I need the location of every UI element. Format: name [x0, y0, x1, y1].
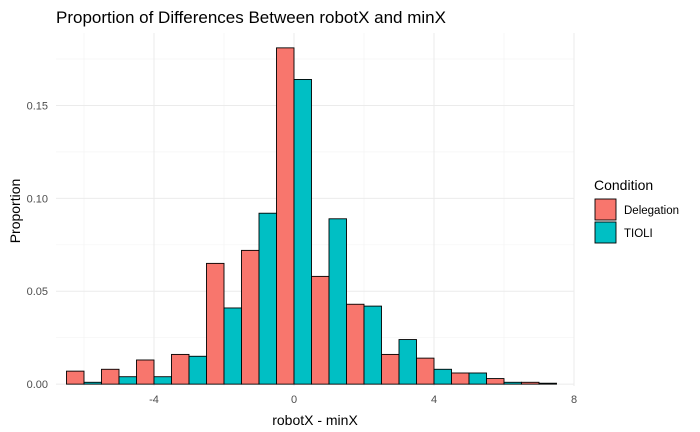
y-tick-label: 0.00 [27, 379, 48, 391]
bar-tioli-6 [503, 381, 522, 385]
bar-delegation-6 [486, 378, 505, 385]
bar-tioli-4 [433, 368, 452, 385]
bar-tioli-2 [363, 305, 382, 385]
x-tick-label: 4 [431, 394, 437, 406]
bar-delegation-2 [346, 303, 365, 385]
legend-title: Condition [594, 177, 653, 193]
y-tick-label: 0.05 [27, 286, 48, 298]
bar-delegation--4 [136, 359, 155, 385]
bar-delegation-4 [416, 357, 435, 385]
bar-delegation--3 [171, 353, 190, 385]
legend: Condition Delegation TIOLI [594, 177, 679, 244]
x-tick-label: 8 [571, 394, 577, 406]
bar-tioli-0 [293, 78, 312, 385]
x-axis-title: robotX - minX [272, 412, 358, 428]
bar-delegation-5 [451, 372, 470, 385]
bar-tioli--2 [223, 307, 242, 385]
bar-delegation-7 [521, 381, 540, 385]
x-tick-label: 0 [291, 394, 297, 406]
y-axis-ticks: 0.00 0.05 0.10 0.15 [27, 100, 48, 391]
bar-tioli--4 [153, 376, 172, 385]
bar-delegation-0 [276, 47, 295, 385]
y-tick-label: 0.10 [27, 193, 48, 205]
bar-tioli--6 [83, 381, 102, 385]
bar-tioli-7 [538, 382, 557, 385]
bar-tioli-1 [328, 218, 347, 385]
bar-tioli--1 [258, 212, 277, 385]
x-tick-label: -4 [149, 394, 159, 406]
bar-tioli-5 [468, 372, 487, 385]
legend-label-delegation: Delegation [624, 205, 679, 217]
y-axis-title: Proportion [7, 179, 23, 244]
bar-delegation--2 [206, 262, 225, 385]
bar-tioli-3 [398, 339, 417, 385]
bar-delegation--6 [66, 370, 85, 385]
bar-delegation-1 [311, 275, 330, 385]
y-tick-label: 0.15 [27, 100, 48, 112]
chart-title: Proportion of Differences Between robotX… [56, 8, 446, 27]
bar-tioli--5 [118, 376, 137, 385]
bar-delegation--1 [241, 249, 260, 385]
legend-key-delegation [594, 198, 617, 221]
bar-delegation--5 [101, 368, 120, 385]
legend-label-tioli: TIOLI [624, 228, 653, 240]
bars [66, 47, 557, 385]
x-axis-ticks: -4 0 4 8 [149, 394, 577, 406]
bar-tioli--3 [188, 355, 207, 385]
bar-delegation-3 [381, 353, 400, 385]
legend-key-tioli [594, 221, 617, 244]
